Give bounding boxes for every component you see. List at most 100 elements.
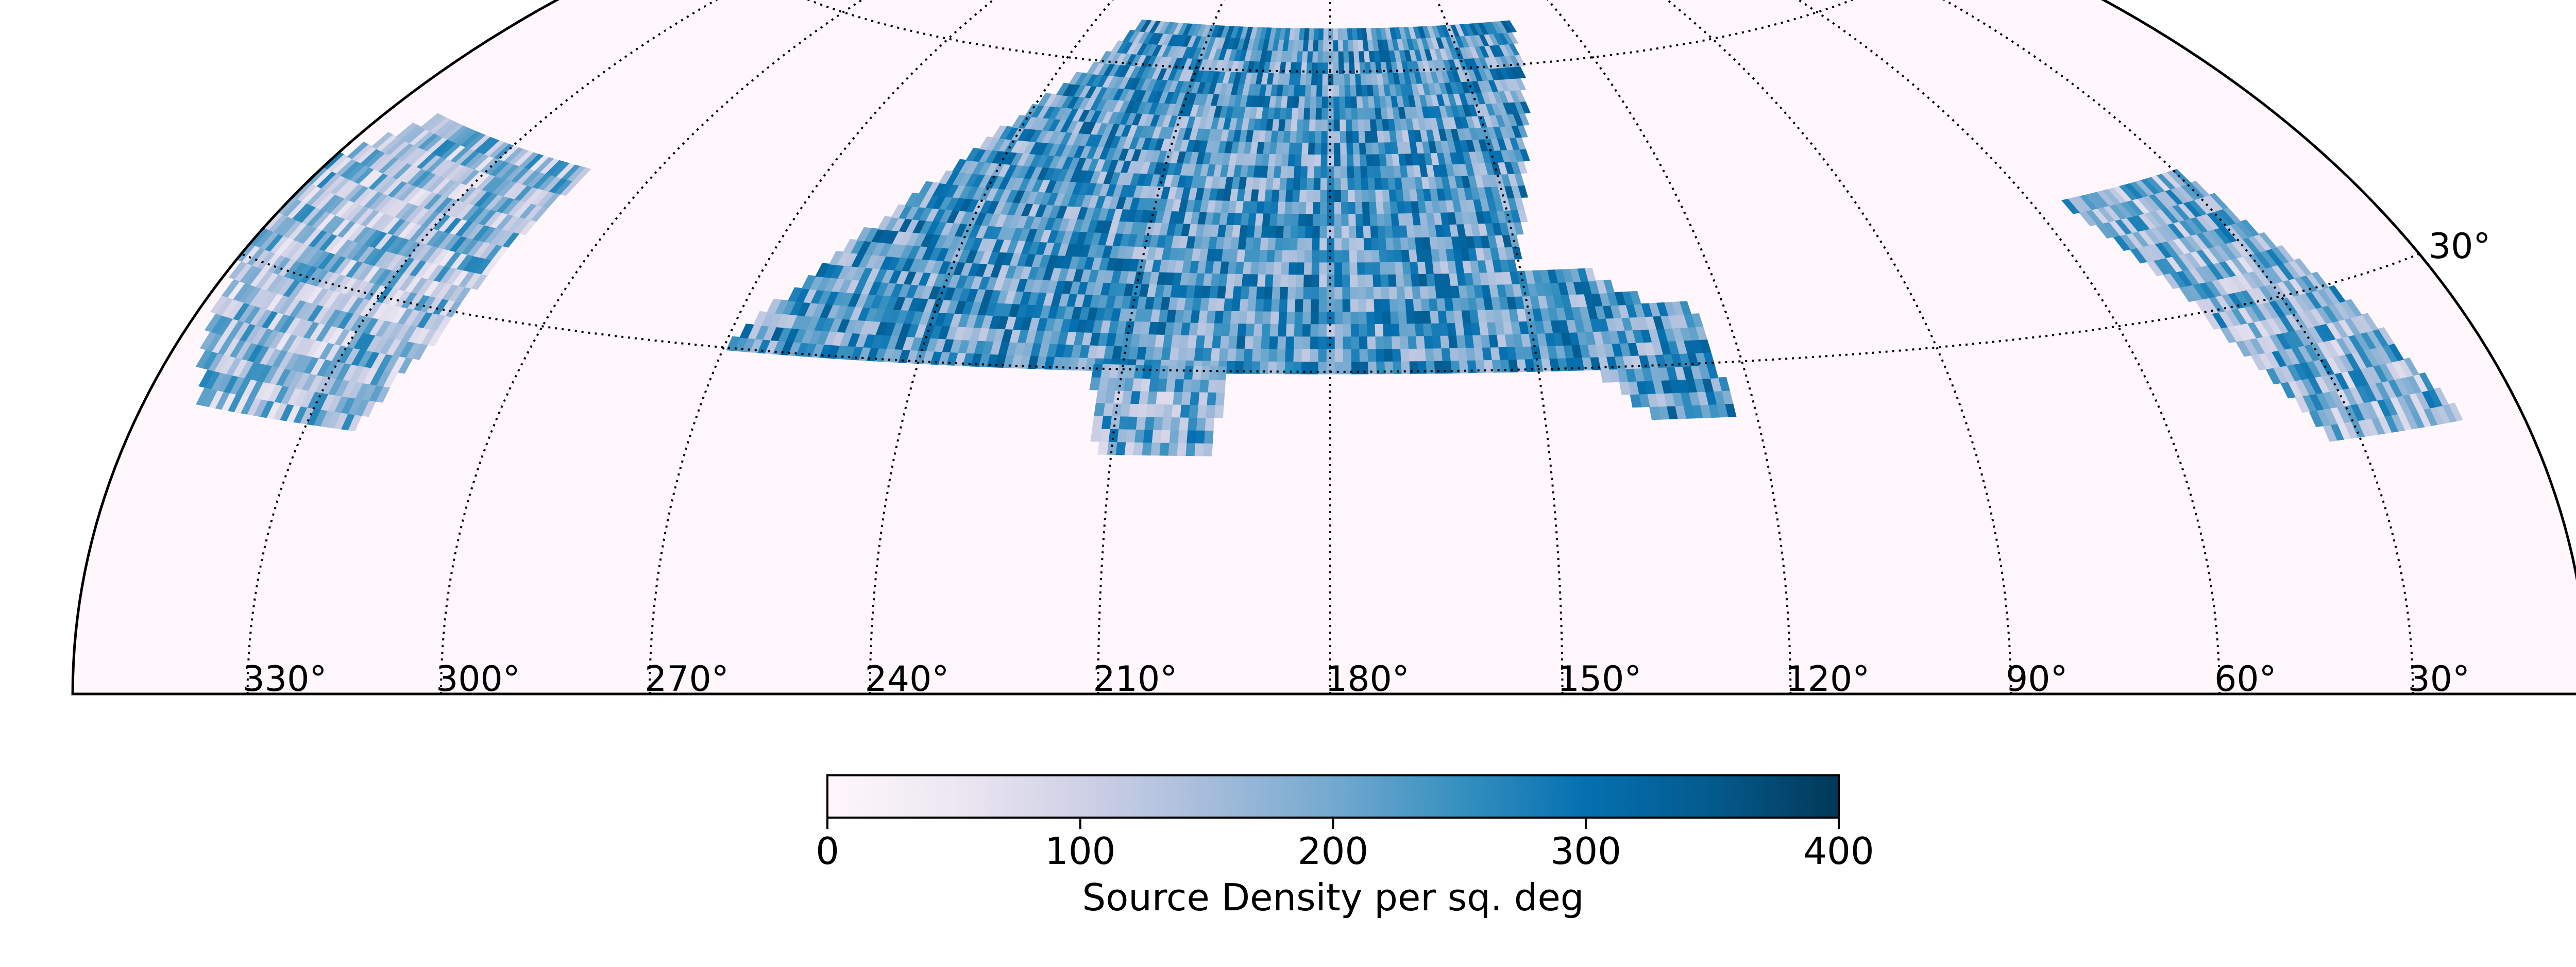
density-cell [1089,376,1101,391]
density-cell [1358,130,1366,143]
density-cell [1339,142,1347,155]
density-cell [1309,107,1316,120]
density-cell [1366,177,1376,190]
density-cell [1317,39,1324,52]
density-cell [1298,201,1307,214]
density-cell [1235,335,1246,349]
density-cell [1341,237,1349,250]
density-cell [1343,73,1350,86]
density-cell [1261,311,1272,324]
density-cell [1300,142,1309,155]
density-cell [1395,285,1405,299]
density-cell [1313,142,1321,155]
density-cell [1176,442,1187,456]
density-cell [1267,361,1277,375]
density-cell [1302,274,1312,287]
density-cell [1321,73,1328,86]
longitude-tick-label: 120° [1785,659,1870,700]
density-cell [1302,286,1312,300]
density-cell [1287,274,1297,287]
density-cell [1442,360,1452,374]
density-cell [1387,274,1397,287]
density-cell [1458,360,1469,374]
density-cell [1425,360,1435,374]
density-cell [1357,118,1365,131]
density-cell [1386,261,1396,275]
density-cell [1318,298,1327,312]
density-cell [1408,348,1418,362]
density-cell [1313,177,1321,190]
density-cell [1440,347,1451,361]
density-cell [1394,261,1403,275]
density-cell [1317,335,1327,349]
density-cell [1378,249,1387,263]
density-cell [1297,225,1306,239]
density-cell [1374,323,1384,337]
density-cell [1310,73,1317,86]
density-cell [1310,286,1319,300]
density-cell [1365,298,1375,312]
density-cell [1281,249,1290,263]
density-cell [1236,323,1247,336]
density-cell [1353,177,1362,190]
density-cell [1354,213,1363,226]
density-cell [1357,274,1366,287]
density-cell [1204,417,1215,431]
density-cell [1299,177,1308,190]
density-cell [1309,323,1319,337]
density-cell [1347,213,1356,226]
density-cell [1213,404,1224,418]
density-cell [1342,311,1351,325]
density-cell [1361,201,1370,214]
density-cell [1375,348,1385,362]
density-cell [1295,274,1304,287]
density-cell [1357,298,1367,312]
density-cell [1197,391,1208,405]
density-cell [1310,311,1319,325]
density-cell [1348,237,1357,250]
density-cell [1333,225,1342,239]
density-cell [1280,261,1290,275]
density-cell [1355,225,1364,239]
density-cell [1285,323,1295,337]
density-cell [1342,39,1349,52]
density-cell [1351,118,1359,131]
density-cell [1243,348,1253,362]
density-cell [801,275,817,290]
density-cell [1319,165,1328,178]
density-cell [1359,154,1367,166]
density-cell [1366,323,1376,337]
density-cell [1319,189,1328,202]
density-cell [1346,154,1354,166]
density-cell [1320,118,1328,131]
density-cell [1367,189,1376,202]
density-cell [1368,201,1377,214]
density-cell [1238,310,1248,324]
density-cell [1196,404,1207,418]
density-cell [1341,249,1350,263]
density-cell [1384,237,1394,250]
density-cell [1256,273,1266,287]
density-cell [1320,130,1328,143]
density-cell [1350,335,1360,349]
density-cell [1321,50,1328,63]
density-cell [1403,285,1413,299]
density-cell [1094,402,1106,416]
longitude-tick-label: 90° [2006,659,2068,700]
density-cell [1374,189,1383,202]
density-cell [1141,442,1152,456]
density-cell [1285,311,1295,325]
density-cell [1333,118,1340,131]
density-cell [787,287,803,302]
colorbar-gradient [826,774,1840,819]
density-cell [815,263,831,278]
density-cell [1333,237,1342,250]
density-cell [856,227,872,242]
density-cell [1311,249,1320,263]
density-cell [1359,165,1368,178]
density-cell [1410,273,1420,287]
density-cell [1362,213,1370,226]
density-cell [1404,298,1414,312]
density-cell [1253,310,1263,324]
density-cell [1373,177,1382,190]
